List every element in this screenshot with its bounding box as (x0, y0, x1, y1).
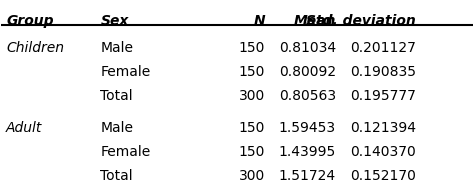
Text: N: N (254, 14, 265, 28)
Text: Children: Children (6, 41, 64, 54)
Text: Adult: Adult (6, 121, 43, 134)
Text: 0.152170: 0.152170 (350, 169, 416, 182)
Text: Group: Group (6, 14, 54, 28)
Text: 150: 150 (239, 121, 265, 134)
Text: 0.80563: 0.80563 (279, 89, 336, 102)
Text: 0.80092: 0.80092 (279, 65, 336, 78)
Text: 1.59453: 1.59453 (279, 121, 336, 134)
Text: 300: 300 (239, 89, 265, 102)
Text: Total: Total (100, 89, 133, 102)
Text: Std. deviation: Std. deviation (306, 14, 416, 28)
Text: Female: Female (100, 145, 151, 158)
Text: 0.81034: 0.81034 (279, 41, 336, 54)
Text: 300: 300 (239, 169, 265, 182)
Text: Total: Total (100, 169, 133, 182)
Text: 1.51724: 1.51724 (279, 169, 336, 182)
Text: 0.201127: 0.201127 (350, 41, 416, 54)
Text: Mean: Mean (293, 14, 336, 28)
Text: 0.190835: 0.190835 (350, 65, 416, 78)
Text: Male: Male (100, 121, 133, 134)
Text: Male: Male (100, 41, 133, 54)
Text: Female: Female (100, 65, 151, 78)
Text: 0.195777: 0.195777 (350, 89, 416, 102)
Text: 150: 150 (239, 145, 265, 158)
Text: 150: 150 (239, 41, 265, 54)
Text: 150: 150 (239, 65, 265, 78)
Text: 0.121394: 0.121394 (350, 121, 416, 134)
Text: Sex: Sex (100, 14, 129, 28)
Text: 0.140370: 0.140370 (350, 145, 416, 158)
Text: 1.43995: 1.43995 (279, 145, 336, 158)
